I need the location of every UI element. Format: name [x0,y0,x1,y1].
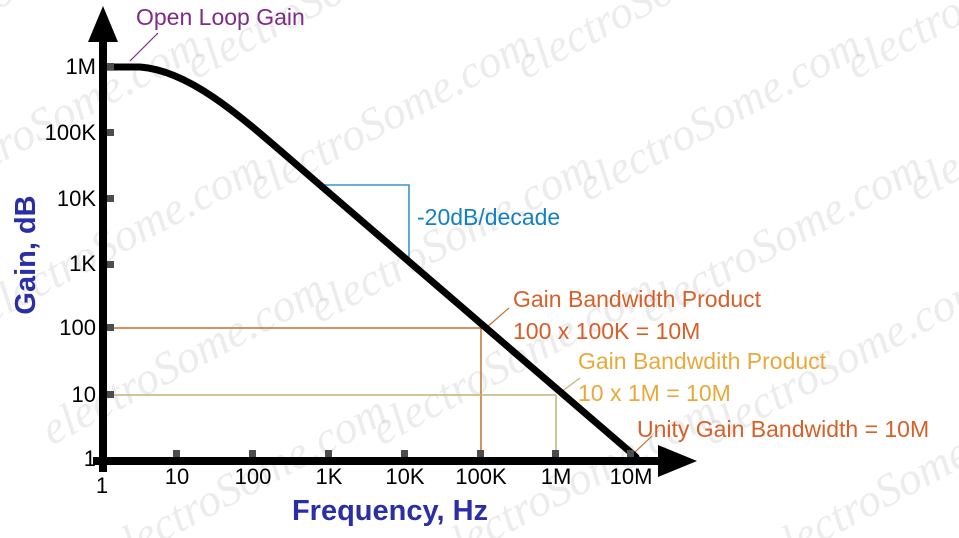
x-tick-10m [627,450,634,457]
y-tick-label-100k: 100K [44,120,96,145]
gbp2-value-label: 10 x 1M = 10M [578,380,731,406]
y-tick-10 [107,391,114,398]
y-tick-10k [107,195,114,202]
x-tick-100 [249,450,256,457]
x-tick-label-1m: 1M [540,464,572,489]
open-loop-gain-curve [103,63,640,461]
x-tick-label-10: 10 [164,464,190,489]
y-tick-100k [107,129,114,136]
y-tick-label-100: 100 [59,315,96,340]
y-axis-arrow [88,6,118,42]
unity-gain-label: Unity Gain Bandwidth = 10M [637,416,930,442]
y-tick-label-1m: 1M [65,54,96,79]
x-tick-100k [477,450,484,457]
y-tick-1m [107,63,114,70]
open-loop-gain-leader-line [129,32,159,62]
x-tick-label-100: 100 [234,464,272,489]
y-tick-1k [107,261,114,268]
slope-label: -20dB/decade [417,204,561,230]
x-tick-10 [173,450,180,457]
x-tick-1m [552,450,559,457]
y-tick-label-10: 10 [71,382,96,407]
x-tick-label-10k: 10K [385,464,425,489]
gbp1-title-label: Gain Bandwidth Product [513,286,762,312]
gbp1-value-label: 100 x 100K = 10M [513,318,701,344]
gbp1-leader-line [485,307,510,329]
gbp2-leader-line [560,377,581,393]
x-axis-arrow [658,445,697,477]
x-tick-1k [325,450,332,457]
open-loop-gain-label: Open Loop Gain [136,4,305,30]
unity-gain-leader-line [633,435,653,454]
y-tick-label-1k: 1K [69,251,96,276]
x-tick-label-1k: 1K [315,464,343,489]
x-tick-label-1: 1 [95,473,109,498]
y-tick-label-1: 1 [83,446,96,471]
y-tick-100 [107,324,114,331]
y-axis-title: Gain, dB [9,195,42,315]
x-tick-label-10m: 10M [609,464,653,489]
x-axis-title: Frequency, Hz [291,495,489,527]
y-tick-label-10k: 10K [56,186,96,211]
gbp2-title-label: Gain Bandwdith Product [578,348,827,374]
x-tick-10k [401,450,408,457]
y-axis-line [99,28,107,472]
x-tick-label-100k: 100K [455,464,507,489]
slope-triangle [319,184,410,261]
x-axis-line [93,457,662,465]
